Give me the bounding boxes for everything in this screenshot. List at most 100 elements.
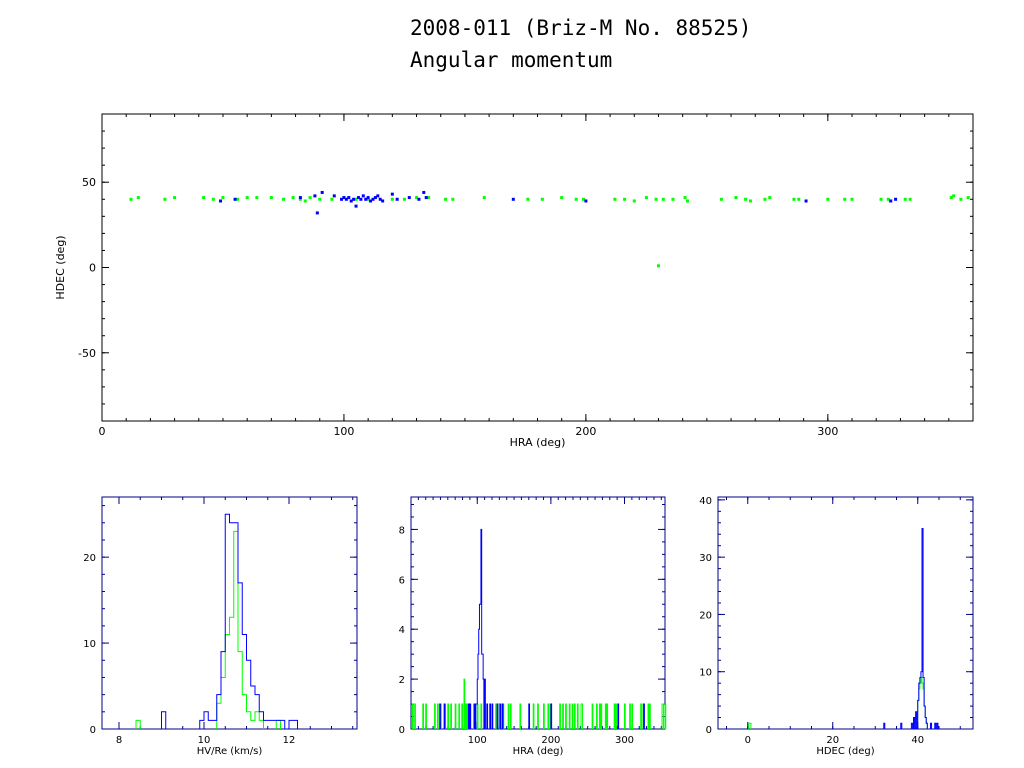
y-axis-label: HDEC (deg) <box>54 235 67 299</box>
data-point <box>415 196 419 200</box>
y-tick-label: 20 <box>83 553 96 564</box>
data-point <box>584 199 588 203</box>
minor-ticks <box>410 497 665 730</box>
data-point <box>298 197 302 201</box>
data-point <box>417 197 421 201</box>
data-point <box>366 196 370 200</box>
data-point <box>482 196 486 200</box>
data-point <box>843 197 847 201</box>
data-point <box>340 197 344 201</box>
data-point <box>361 194 365 198</box>
data-point <box>850 197 854 201</box>
data-point <box>359 197 363 201</box>
data-point <box>303 199 307 203</box>
data-point <box>313 194 317 198</box>
data-point <box>879 197 883 201</box>
y-tick-label: 30 <box>699 553 712 564</box>
data-point <box>395 197 399 201</box>
minor-ticks <box>102 497 357 730</box>
data-point <box>540 197 544 201</box>
x-tick-label: 300 <box>817 425 838 438</box>
data-point <box>661 197 665 201</box>
data-point <box>221 196 225 200</box>
data-point <box>581 197 585 201</box>
data-point <box>804 199 808 203</box>
x-tick-label: 0 <box>99 425 106 438</box>
data-point <box>422 190 426 194</box>
data-point <box>308 196 312 200</box>
data-point <box>613 197 617 201</box>
data-point <box>656 264 660 268</box>
y-tick-label: 0 <box>90 725 96 736</box>
y-tick-label: 4 <box>399 625 405 636</box>
data-point <box>211 197 215 201</box>
data-point <box>889 199 893 203</box>
data-point <box>381 199 385 203</box>
data-point <box>366 197 370 201</box>
minor-ticks <box>101 113 974 422</box>
plot-frame <box>101 113 974 422</box>
data-point <box>235 197 239 201</box>
data-point <box>908 197 912 201</box>
x-axis-label: HV/Re (km/s) <box>197 746 263 757</box>
data-point <box>632 199 636 203</box>
data-point <box>376 194 380 198</box>
data-point <box>378 197 382 201</box>
scatter-plot-hra-hdec: 0 100 200 300 -50 0 50 HRA (deg) HDEC (deg) <box>54 113 974 449</box>
data-point <box>797 197 801 201</box>
data-point <box>373 196 377 200</box>
data-point <box>318 197 322 201</box>
data-point <box>281 197 285 201</box>
x-axis-label: HDEC (deg) <box>816 746 874 757</box>
y-tick-label: 20 <box>699 610 712 621</box>
data-point <box>560 196 564 200</box>
x-tick-label: 12 <box>283 735 296 746</box>
data-point <box>894 197 898 201</box>
y-tick-label: 40 <box>699 496 712 507</box>
data-point <box>768 196 772 200</box>
data-point <box>959 197 963 201</box>
plot-frame <box>717 496 974 730</box>
data-point <box>390 197 394 201</box>
data-point <box>683 196 687 200</box>
data-point <box>332 194 336 198</box>
data-point <box>574 197 578 201</box>
data-point <box>623 197 627 201</box>
x-tick-label: 8 <box>116 735 122 746</box>
y-tick-label: -50 <box>78 347 96 360</box>
minor-ticks <box>718 497 973 730</box>
x-tick-label: 200 <box>541 735 560 746</box>
histogram-series-blue <box>883 528 939 729</box>
data-point <box>644 196 648 200</box>
x-tick-label: 10 <box>198 735 211 746</box>
data-point <box>369 199 373 203</box>
data-point <box>427 196 431 200</box>
y-tick-label: 0 <box>706 725 712 736</box>
data-point <box>202 196 206 200</box>
data-point <box>826 197 830 201</box>
histogram-hra: 100 200 300 0 2 4 6 8 HRA (deg) <box>399 496 667 757</box>
y-tick-label: 6 <box>399 575 405 586</box>
x-tick-label: 100 <box>333 425 354 438</box>
y-tick-label: 0 <box>399 725 405 736</box>
data-point <box>371 197 375 201</box>
data-point <box>269 196 273 200</box>
plot-frame <box>101 496 358 730</box>
data-point <box>654 197 658 201</box>
x-tick-label: 0 <box>745 735 751 746</box>
data-point <box>511 197 515 201</box>
y-tick-label: 50 <box>82 176 96 189</box>
histogram-series-green <box>411 678 667 729</box>
data-point <box>320 190 324 194</box>
data-point <box>255 196 259 200</box>
data-point <box>444 197 448 201</box>
data-point <box>352 197 356 201</box>
data-point <box>744 197 748 201</box>
data-point <box>686 199 690 203</box>
data-point <box>402 197 406 201</box>
data-point <box>407 196 411 200</box>
data-point <box>792 197 796 201</box>
histogram-hdec: 0 20 40 0 10 20 30 40 HDEC (deg) <box>699 496 974 757</box>
data-point <box>356 196 360 200</box>
data-point <box>451 197 455 201</box>
